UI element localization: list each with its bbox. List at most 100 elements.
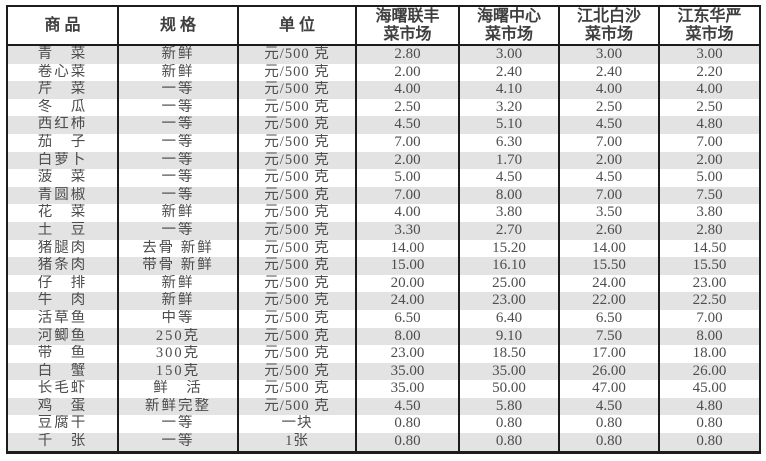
- price-cell-m3: 7.00: [558, 186, 660, 205]
- price-cell-m3: 17.00: [558, 345, 660, 363]
- price-cell-m3: 2.60: [558, 221, 660, 240]
- unit-cell: 元/500 克: [237, 362, 357, 381]
- unit-cell: 元/500 克: [237, 169, 357, 187]
- product-name-cell: 猪腿肉: [6, 239, 119, 258]
- unit-cell: 元/500 克: [237, 221, 357, 240]
- column-header-m1: 海曙联丰 菜市场: [355, 6, 460, 46]
- table-row: 花 菜新鲜 元/500 克 4.00 3.80 3.50 3.80: [6, 204, 761, 222]
- table-row: 猪条肉 带骨 新鲜 元/500 克 15.00 16.10 15.50 15.50: [6, 257, 761, 275]
- price-cell-m1: 24.00: [355, 292, 460, 310]
- price-cell-m2: 8.00: [458, 186, 560, 205]
- unit-cell: 元/500 克: [237, 116, 357, 134]
- price-cell-m1: 6.50: [355, 309, 460, 328]
- table-row: 土 豆一等 元/500 克 3.30 2.70 2.60 2.80: [6, 221, 761, 240]
- price-cell-m4: 7.00: [658, 133, 761, 152]
- table-row: 芹 菜一等 元/500 克 4.00 4.10 4.00 4.00: [6, 81, 761, 99]
- price-cell-m1: 7.00: [355, 133, 460, 152]
- unit-cell: 元/500 克: [237, 292, 357, 310]
- table-row: 青 菜新鲜 元/500 克 2.80 3.00 3.00 3.00: [6, 45, 761, 64]
- price-cell-m2: 50.00: [458, 380, 560, 398]
- price-cell-m2: 5.10: [458, 116, 560, 134]
- price-cell-m3: 47.00: [558, 380, 660, 398]
- unit-cell: 元/500 克: [237, 380, 357, 398]
- table-row: 西红柿 一等 元/500 克 4.50 5.10 4.50 4.80: [6, 116, 761, 134]
- spec-cell: 新鲜: [117, 292, 239, 310]
- product-name-cell: 菠 菜: [6, 169, 119, 187]
- table-row: 茄 子一等 元/500 克 7.00 6.30 7.00 7.00: [6, 133, 761, 152]
- spec-cell: 新鲜: [117, 63, 239, 82]
- price-cell-m3: 2.00: [558, 151, 660, 170]
- table-row: 豆腐干 一等 一块 0.80 0.80 0.80 0.80: [6, 415, 761, 434]
- unit-cell: 一块: [237, 415, 357, 434]
- product-name-cell: 带 鱼: [6, 345, 119, 363]
- price-cell-m1: 35.00: [355, 362, 460, 381]
- table-row: 仔 排新鲜 元/500 克 20.00 25.00 24.00 23.00: [6, 274, 761, 293]
- price-cell-m3: 24.00: [558, 274, 660, 293]
- product-name-cell: 河鲫鱼: [6, 327, 119, 346]
- spec-cell: 一等: [117, 116, 239, 134]
- price-cell-m3: 4.50: [558, 169, 660, 187]
- spec-cell: 新鲜完整: [117, 397, 239, 416]
- price-cell-m2: 9.10: [458, 327, 560, 346]
- price-cell-m1: 15.00: [355, 257, 460, 275]
- spec-cell: 一等: [117, 98, 239, 117]
- price-cell-m1: 7.00: [355, 186, 460, 205]
- price-cell-m2: 16.10: [458, 257, 560, 275]
- price-cell-m4: 4.00: [658, 81, 761, 99]
- price-cell-m1: 4.00: [355, 81, 460, 99]
- spec-cell: 一等: [117, 186, 239, 205]
- price-cell-m1: 4.50: [355, 397, 460, 416]
- product-name-cell: 花 菜: [6, 204, 119, 222]
- price-cell-m3: 7.50: [558, 327, 660, 346]
- price-cell-m1: 35.00: [355, 380, 460, 398]
- table-body: 青 菜新鲜 元/500 克 2.80 3.00 3.00 3.00 卷心菜 新鲜 元/500 克…: [6, 45, 761, 453]
- table-row: 活草鱼 中等 元/500 克 6.50 6.40 6.50 7.00: [6, 309, 761, 328]
- unit-cell: 元/500 克: [237, 327, 357, 346]
- unit-cell: 元/500 克: [237, 204, 357, 222]
- price-cell-m1: 2.80: [355, 45, 460, 64]
- spec-cell: 一等: [117, 133, 239, 152]
- unit-cell: 元/500 克: [237, 397, 357, 416]
- product-name-cell: 千 张: [6, 433, 119, 453]
- price-cell-m2: 4.50: [458, 169, 560, 187]
- price-cell-m2: 6.40: [458, 309, 560, 328]
- price-cell-m1: 5.00: [355, 169, 460, 187]
- table-row: 白 蟹 150克 元/500 克 35.00 35.00 26.00 26.00: [6, 362, 761, 381]
- price-cell-m1: 3.30: [355, 221, 460, 240]
- product-name-cell: 活草鱼: [6, 309, 119, 328]
- price-cell-m3: 4.50: [558, 116, 660, 134]
- price-cell-m3: 3.50: [558, 204, 660, 222]
- price-cell-m3: 6.50: [558, 309, 660, 328]
- price-cell-m4: 45.00: [658, 380, 761, 398]
- price-cell-m1: 2.50: [355, 98, 460, 117]
- price-cell-m4: 2.20: [658, 63, 761, 82]
- table-row: 菠 菜一等 元/500 克 5.00 4.50 4.50 5.00: [6, 169, 761, 187]
- price-cell-m2: 3.20: [458, 98, 560, 117]
- spec-cell: 一等: [117, 151, 239, 170]
- market-price-table: 商 品规 格单 位海曙联丰 菜市场 海曙中心 菜市场 江北白沙 菜市场 江东华严 菜市…: [6, 5, 761, 454]
- price-cell-m1: 14.00: [355, 239, 460, 258]
- unit-cell: 元/500 克: [237, 98, 357, 117]
- spec-cell: 一等: [117, 415, 239, 434]
- price-cell-m4: 22.50: [658, 292, 761, 310]
- spec-cell: 一等: [117, 433, 239, 453]
- price-cell-m4: 3.00: [658, 45, 761, 64]
- product-name-cell: 冬 瓜: [6, 98, 119, 117]
- column-header-m4: 江东华严 菜市场: [658, 6, 761, 46]
- price-cell-m4: 2.80: [658, 221, 761, 240]
- product-name-cell: 白萝卜: [6, 151, 119, 170]
- price-cell-m4: 4.80: [658, 397, 761, 416]
- spec-cell: 250克: [117, 327, 239, 346]
- unit-cell: 元/500 克: [237, 63, 357, 82]
- price-cell-m1: 4.50: [355, 116, 460, 134]
- price-cell-m4: 14.50: [658, 239, 761, 258]
- column-header-spec: 规 格: [117, 6, 239, 46]
- price-cell-m3: 2.50: [558, 98, 660, 117]
- price-cell-m3: 26.00: [558, 362, 660, 381]
- spec-cell: 鲜 活: [117, 380, 239, 398]
- price-cell-m3: 22.00: [558, 292, 660, 310]
- price-cell-m4: 23.00: [658, 274, 761, 293]
- spec-cell: 150克: [117, 362, 239, 381]
- unit-cell: 元/500 克: [237, 133, 357, 152]
